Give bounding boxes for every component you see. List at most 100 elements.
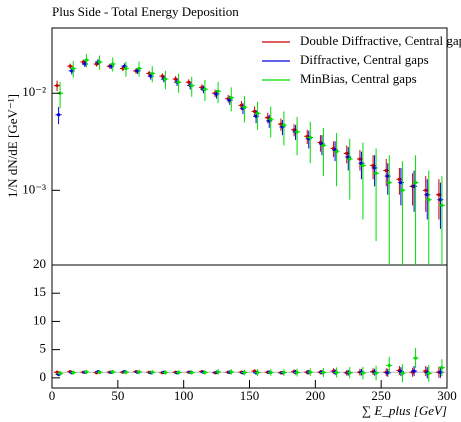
- data-point: [239, 103, 244, 107]
- data-point: [58, 91, 62, 95]
- data-point: [252, 109, 257, 113]
- y-tick-label: 0: [40, 369, 47, 384]
- data-point: [387, 181, 391, 185]
- data-point: [358, 157, 362, 161]
- data-point: [163, 370, 168, 375]
- data-point: [269, 117, 273, 121]
- y-tick-label: 10: [33, 312, 46, 327]
- data-point: [55, 83, 59, 88]
- x-tick-label: 0: [49, 388, 56, 403]
- y-tick-label: 10⁻³: [22, 181, 46, 196]
- data-point: [427, 198, 431, 202]
- data-point: [412, 184, 416, 188]
- legend-label: Diffractive, Central gaps: [300, 52, 429, 67]
- data-point: [266, 116, 270, 120]
- data-point: [321, 370, 326, 375]
- data-point: [397, 177, 402, 181]
- data-point: [163, 77, 168, 81]
- data-point: [137, 370, 141, 374]
- data-point: [374, 171, 378, 175]
- y-axis-label: 1/N dN/dE [GeV⁻¹]: [5, 94, 20, 198]
- data-point: [295, 130, 299, 134]
- data-point: [424, 188, 428, 192]
- data-point: [371, 163, 375, 168]
- data-point: [412, 369, 416, 373]
- data-point: [71, 370, 75, 375]
- y-tick-label: 15: [33, 284, 46, 299]
- data-point: [427, 371, 431, 375]
- data-point: [254, 114, 258, 118]
- data-point: [190, 83, 194, 88]
- data-point: [437, 193, 441, 197]
- y-tick-label: 20: [33, 256, 46, 271]
- x-tick-label: 300: [437, 388, 457, 403]
- data-point: [386, 174, 390, 178]
- data-point: [187, 80, 191, 84]
- data-point: [348, 371, 352, 375]
- data-point: [321, 143, 326, 148]
- ratio-plot: [52, 347, 447, 383]
- data-point: [308, 135, 312, 140]
- data-point: [308, 370, 312, 374]
- data-point: [372, 166, 377, 170]
- data-point: [400, 371, 405, 375]
- data-point: [384, 168, 388, 173]
- data-point: [111, 62, 115, 66]
- data-point: [190, 370, 194, 375]
- x-tick-label: 150: [240, 388, 260, 403]
- data-point: [135, 69, 140, 73]
- data-point: [361, 371, 365, 375]
- data-point: [150, 370, 154, 374]
- data-point: [150, 71, 154, 76]
- data-point: [137, 66, 141, 71]
- legend-label: Double Diffractive, Central gaps: [300, 33, 461, 48]
- data-point: [334, 150, 339, 154]
- data-point: [71, 66, 75, 71]
- data-point: [413, 356, 418, 360]
- data-point: [387, 363, 391, 368]
- data-point: [242, 370, 247, 375]
- x-axis-label: ∑ E_plus [GeV]: [362, 403, 447, 418]
- data-point: [295, 370, 299, 375]
- data-point: [229, 370, 233, 374]
- data-point: [214, 92, 219, 96]
- data-point: [334, 370, 339, 375]
- chart-title: Plus Side - Total Energy Deposition: [52, 4, 239, 19]
- data-point: [229, 96, 233, 100]
- data-point: [83, 62, 87, 66]
- data-point: [440, 203, 444, 207]
- data-point: [84, 370, 89, 374]
- x-tick-label: 200: [306, 388, 326, 403]
- data-point: [84, 58, 89, 62]
- data-point: [58, 371, 62, 375]
- data-point: [255, 111, 260, 115]
- data-point: [122, 64, 127, 68]
- data-point: [160, 74, 165, 78]
- data-point: [425, 193, 429, 197]
- data-point: [97, 60, 102, 64]
- legend-label: MinBias, Central gaps: [300, 71, 417, 86]
- data-point: [149, 74, 153, 78]
- x-tick-label: 100: [174, 388, 194, 403]
- data-point: [216, 89, 220, 93]
- data-point: [345, 151, 349, 155]
- x-tick-label: 50: [111, 388, 124, 403]
- data-point: [399, 181, 403, 185]
- data-point: [400, 188, 405, 192]
- x-tick-label: 250: [371, 388, 391, 403]
- data-point: [203, 87, 207, 91]
- data-point: [111, 370, 115, 374]
- data-point: [203, 370, 207, 375]
- data-point: [176, 80, 181, 84]
- y-tick-label: 5: [40, 341, 47, 356]
- data-point: [359, 161, 364, 165]
- data-point: [176, 370, 181, 375]
- data-point: [361, 163, 365, 168]
- data-point: [228, 98, 232, 102]
- data-point: [70, 69, 74, 73]
- data-point: [440, 366, 444, 370]
- data-point: [438, 198, 443, 202]
- data-point: [97, 370, 102, 374]
- axes: 10⁻³ 10⁻² Double Diffractive, Central gaps…: [22, 33, 461, 403]
